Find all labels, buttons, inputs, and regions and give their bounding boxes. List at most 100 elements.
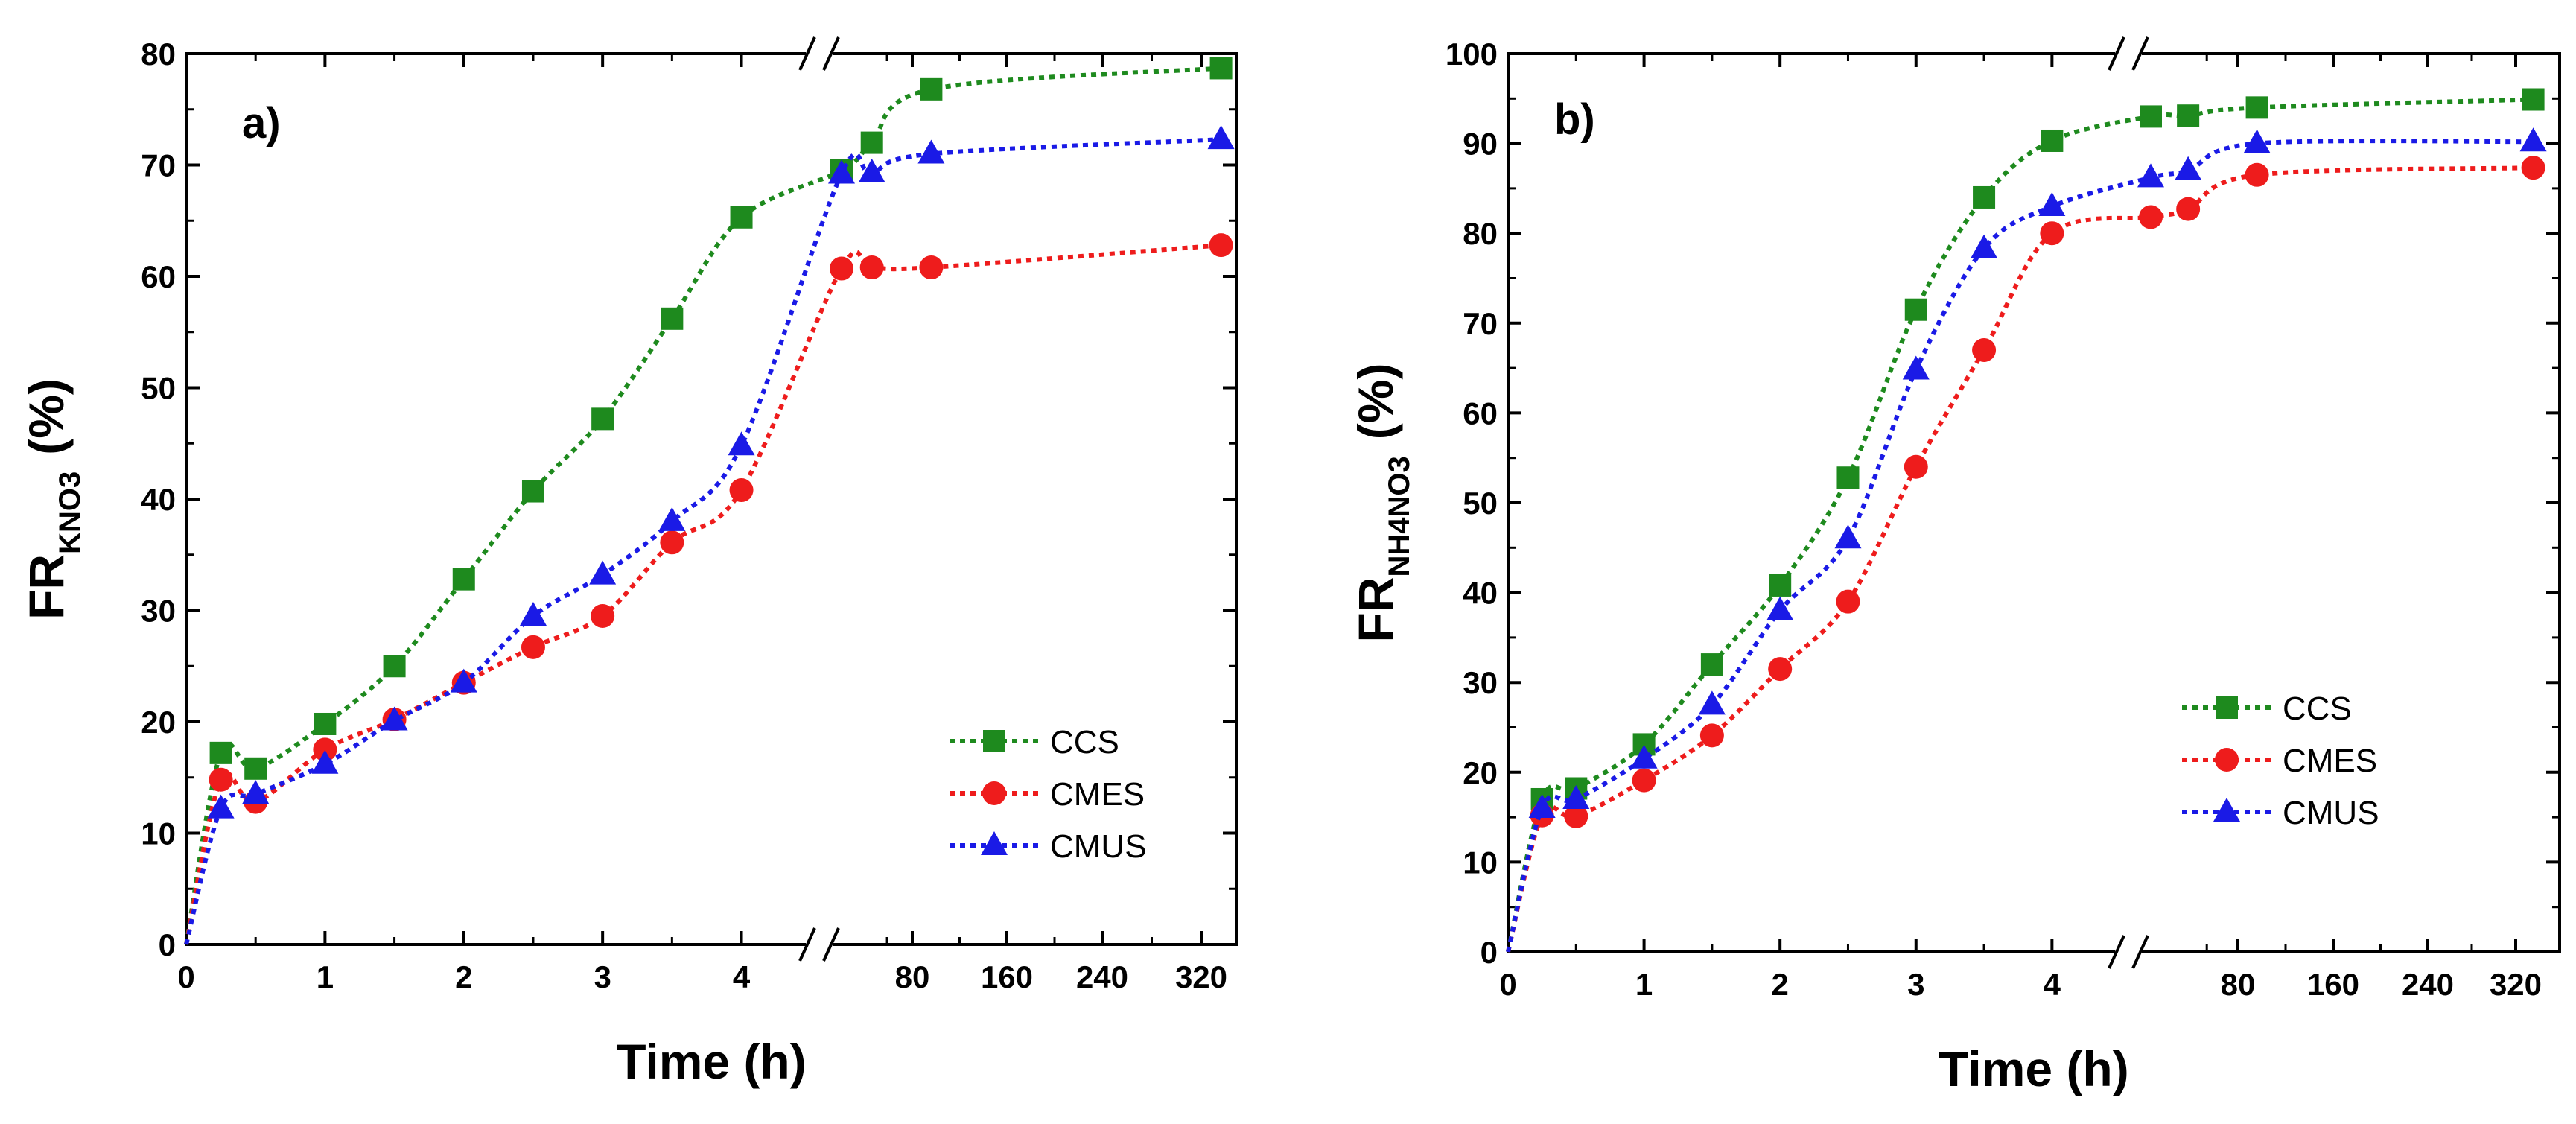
series-cmes: [1506, 156, 2545, 953]
data-point-cmus: [381, 706, 408, 731]
data-point-cmes: [2139, 205, 2163, 229]
data-point-ccs: [383, 655, 406, 678]
y-tick-label: 70: [141, 148, 176, 183]
data-point-cmus: [207, 794, 235, 819]
y-tick-label: 80: [141, 36, 176, 72]
axis-break-gap-bottom: [806, 939, 833, 950]
x-tick-label: 4: [2044, 967, 2061, 1002]
x-tick-label: 320: [2490, 967, 2542, 1002]
data-point-ccs: [1209, 57, 1233, 80]
data-point-ccs: [2140, 105, 2162, 128]
data-point-cmes: [1564, 804, 1588, 828]
axis-break-mark: [2108, 36, 2125, 71]
data-point-cmus: [450, 668, 477, 693]
data-point-cmus: [917, 139, 945, 164]
data-point-cmus: [1902, 355, 1930, 380]
data-point-ccs: [314, 712, 337, 735]
series-ccs: [1506, 88, 2545, 953]
x-tick-label: 0: [177, 959, 194, 994]
data-point-ccs: [1836, 466, 1860, 489]
panel-a-chart: 0 10 20 30 40 50 60 70 80 0 1 2 3 4 80 160 240 320 CCS CMES…: [19, 36, 1238, 1089]
x-tick-label: 0: [1499, 967, 1516, 1002]
data-point-cmus: [1834, 524, 1862, 549]
data-point-cmus: [728, 431, 755, 456]
x-tick-label: 240: [1076, 959, 1128, 994]
x-tick-label: 160: [2307, 967, 2359, 1002]
x-tick-label: 320: [1175, 959, 1227, 994]
y-tick-label: 60: [1463, 396, 1498, 431]
x-tick-label: 4: [733, 959, 751, 994]
data-point-cmes: [591, 603, 615, 628]
data-point-cmes: [313, 737, 337, 762]
data-point-cmes: [1768, 657, 1793, 682]
data-point-cmes: [1632, 768, 1656, 793]
y-tick-label: 20: [141, 705, 176, 740]
data-point-cmus: [311, 749, 339, 774]
data-point-cmus: [858, 158, 885, 182]
data-point-cmus: [1971, 234, 1998, 258]
axis-break-mark: [822, 36, 840, 71]
data-point-ccs: [860, 131, 883, 154]
series-line-cmus: [184, 137, 1221, 945]
data-point-cmus: [1766, 596, 1794, 620]
data-point-ccs: [591, 407, 614, 431]
axis-break-mark: [2131, 935, 2149, 969]
data-point-ccs: [2041, 129, 2064, 152]
data-point-cmus: [1207, 125, 1235, 150]
y-tick-label: 80: [1463, 216, 1498, 251]
axis-break-gap-bottom: [2115, 946, 2142, 958]
axis-break-mark: [822, 927, 840, 962]
data-point-cmes: [729, 478, 754, 503]
x-tick-label: 240: [2402, 967, 2454, 1002]
x-tick-label: 1: [317, 959, 334, 994]
data-point-ccs: [2522, 88, 2545, 111]
data-point-cmes: [859, 255, 884, 280]
y-tick-label: 10: [1463, 845, 1498, 880]
y-axis-title-subscript: KNO3: [54, 471, 86, 554]
legend: CCS CMES CMUS: [2182, 690, 2379, 831]
data-point-cmes: [1209, 233, 1233, 258]
data-point-cmes: [2040, 221, 2064, 246]
y-tick-label: 70: [1463, 306, 1498, 341]
data-point-cmes: [1904, 454, 1928, 479]
y-tick-label: 50: [141, 371, 176, 406]
data-point-cmes: [1836, 589, 1860, 614]
data-point-cmus: [828, 159, 855, 184]
x-tick-label: 2: [455, 959, 472, 994]
axis-break-mark: [798, 36, 816, 71]
data-point-ccs: [730, 206, 753, 229]
legend: CCS CMES CMUS: [950, 724, 1147, 865]
data-point-ccs: [2245, 96, 2268, 119]
series-cmus: [184, 125, 1235, 945]
series-line-cmus: [1506, 139, 2534, 953]
y-tick-label: 20: [1463, 755, 1498, 790]
data-point-cmus: [2038, 192, 2066, 217]
y-axis-title-unit: (%): [1348, 363, 1403, 440]
panel-label: a): [242, 99, 281, 147]
data-point-cmus: [2175, 156, 2202, 180]
axis-break-gap-top: [806, 48, 833, 60]
y-tick-label: 30: [141, 594, 176, 629]
y-tick-label: 40: [141, 482, 176, 517]
data-point-ccs: [661, 307, 684, 330]
axis-break-gap-top: [2115, 48, 2142, 60]
data-point-cmus: [658, 507, 686, 531]
data-point-ccs: [1769, 574, 1792, 597]
axis-break-mark: [2108, 935, 2125, 969]
legend-marker-cmes: [2215, 748, 2239, 772]
series-cmus: [1506, 127, 2547, 953]
y-axis-title-unit: (%): [19, 378, 74, 455]
data-point-ccs: [521, 480, 544, 503]
legend-label-cmes: CMES: [2283, 743, 2377, 779]
data-point-cmus: [589, 560, 617, 585]
x-tick-label: 2: [1771, 967, 1788, 1002]
y-axis-title: FRNH4NO3 (%): [1348, 363, 1416, 643]
data-point-cmus: [2243, 129, 2271, 153]
data-point-cmus: [1630, 744, 1658, 769]
legend-label-ccs: CCS: [1050, 724, 1119, 761]
y-tick-label: 10: [141, 816, 176, 851]
data-point-ccs: [1904, 298, 1927, 321]
y-axis-title-subscript: NH4NO3: [1383, 456, 1416, 577]
legend-label-cmes: CMES: [1050, 776, 1145, 813]
